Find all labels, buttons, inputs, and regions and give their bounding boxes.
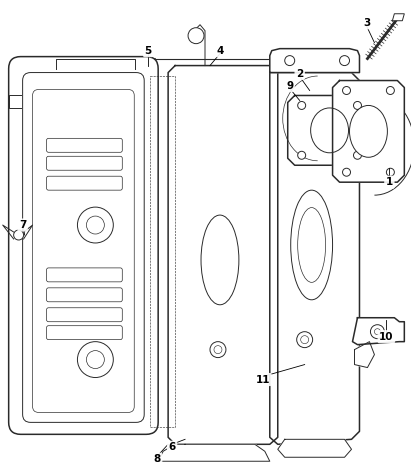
- Polygon shape: [353, 318, 404, 345]
- FancyBboxPatch shape: [47, 268, 122, 282]
- Text: 7: 7: [19, 220, 26, 230]
- FancyBboxPatch shape: [9, 57, 158, 434]
- Polygon shape: [158, 444, 270, 461]
- Circle shape: [353, 152, 361, 159]
- FancyBboxPatch shape: [47, 156, 122, 170]
- Polygon shape: [168, 66, 278, 444]
- Circle shape: [386, 168, 394, 176]
- Ellipse shape: [201, 215, 239, 305]
- FancyBboxPatch shape: [47, 326, 122, 340]
- Circle shape: [301, 336, 309, 343]
- FancyBboxPatch shape: [47, 308, 122, 322]
- FancyBboxPatch shape: [47, 176, 122, 190]
- Circle shape: [375, 329, 380, 335]
- Polygon shape: [270, 48, 360, 73]
- Circle shape: [285, 56, 295, 66]
- Polygon shape: [392, 14, 404, 21]
- Circle shape: [339, 56, 349, 66]
- Circle shape: [297, 332, 313, 348]
- Text: 10: 10: [379, 332, 393, 342]
- Text: 3: 3: [363, 18, 370, 28]
- Text: 1: 1: [386, 177, 393, 187]
- FancyBboxPatch shape: [33, 89, 134, 412]
- Polygon shape: [150, 76, 175, 428]
- FancyBboxPatch shape: [47, 138, 122, 152]
- Text: 9: 9: [286, 81, 293, 91]
- Text: 5: 5: [145, 46, 152, 56]
- Circle shape: [342, 168, 351, 176]
- Polygon shape: [270, 73, 360, 444]
- Circle shape: [214, 346, 222, 353]
- Text: 4: 4: [216, 46, 224, 56]
- Circle shape: [298, 152, 306, 159]
- Circle shape: [370, 325, 384, 339]
- Polygon shape: [278, 439, 351, 457]
- Text: 6: 6: [169, 442, 176, 452]
- Text: 2: 2: [296, 68, 303, 78]
- Circle shape: [298, 102, 306, 109]
- Circle shape: [87, 351, 104, 369]
- Circle shape: [188, 28, 204, 44]
- Circle shape: [14, 230, 23, 240]
- FancyBboxPatch shape: [47, 288, 122, 302]
- Polygon shape: [288, 95, 372, 165]
- Ellipse shape: [291, 190, 332, 300]
- Ellipse shape: [298, 208, 325, 282]
- Circle shape: [210, 342, 226, 358]
- Polygon shape: [332, 81, 404, 182]
- Ellipse shape: [311, 108, 349, 153]
- Circle shape: [386, 86, 394, 95]
- FancyBboxPatch shape: [23, 73, 144, 422]
- Circle shape: [353, 102, 361, 109]
- Circle shape: [87, 216, 104, 234]
- Circle shape: [77, 207, 113, 243]
- Circle shape: [342, 86, 351, 95]
- Text: 8: 8: [154, 454, 161, 464]
- Circle shape: [77, 342, 113, 378]
- Polygon shape: [354, 342, 375, 368]
- Ellipse shape: [349, 105, 387, 157]
- Text: 11: 11: [255, 374, 270, 385]
